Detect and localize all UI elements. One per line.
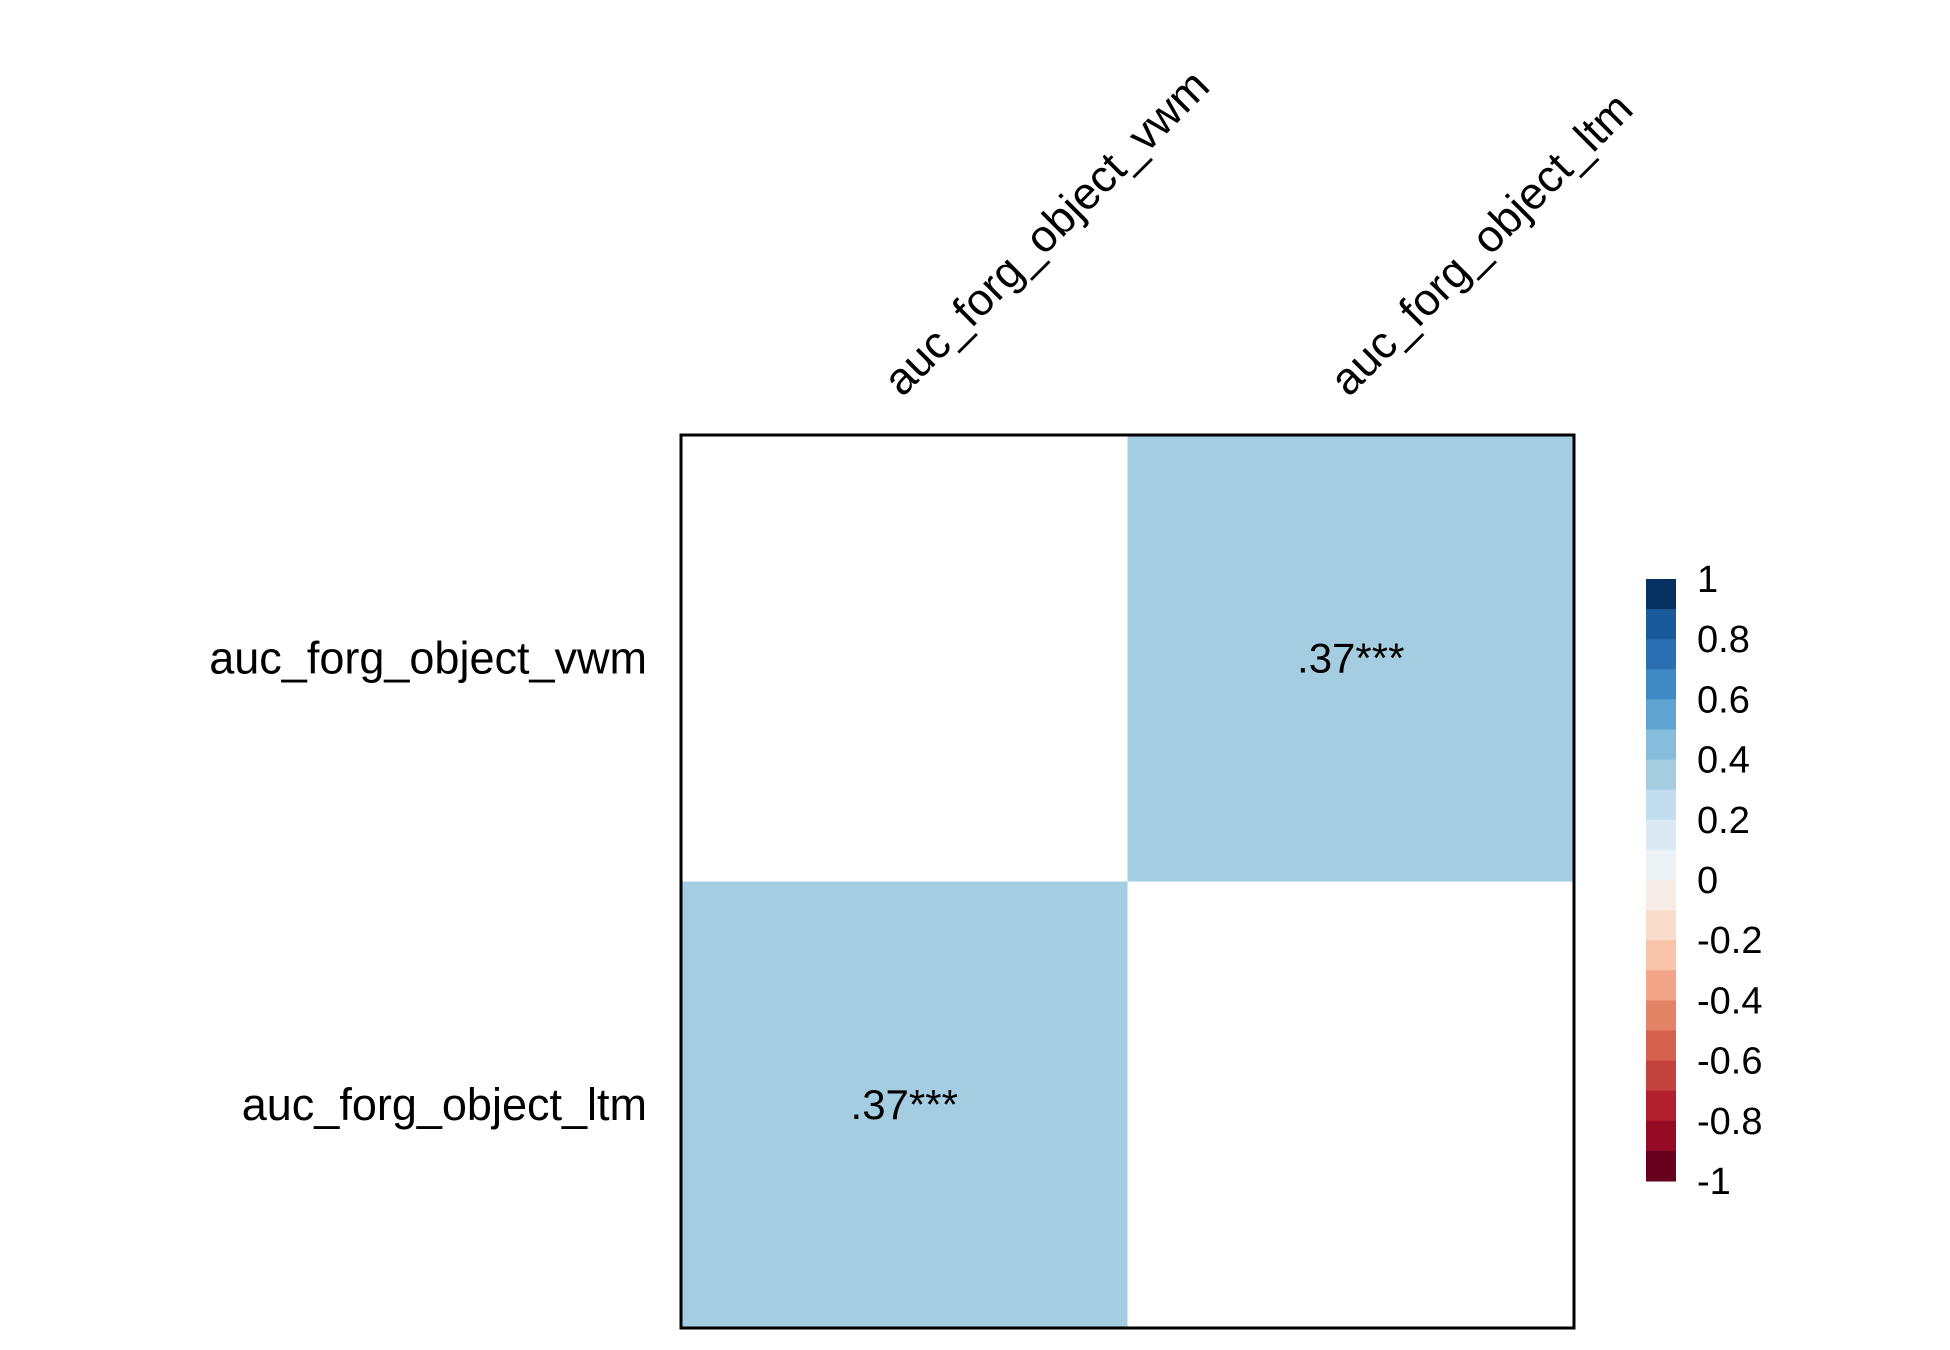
colorbar-segment xyxy=(1646,1000,1676,1031)
cell-value-label: .37*** xyxy=(851,1081,958,1128)
colorbar-tick-label: -1 xyxy=(1697,1161,1731,1203)
colorbar-segment xyxy=(1646,759,1676,791)
colorbar-tick-label: 0.6 xyxy=(1697,679,1750,721)
column-label: auc_forg_object_vwm xyxy=(873,59,1219,405)
colorbar-segment xyxy=(1646,910,1676,941)
heatmap-cells xyxy=(681,435,1574,1328)
colorbar-segment xyxy=(1646,669,1676,700)
colorbar-tick-labels: 1 0.8 0.6 0.4 0.2 0 -0.2 -0.4 -0.6 -0.8 -1 xyxy=(1697,559,1762,1203)
colorbar-segment xyxy=(1646,970,1676,1001)
colorbar-segment xyxy=(1646,639,1676,670)
heatmap-cell xyxy=(681,435,1128,882)
colorbar-segment xyxy=(1646,880,1676,911)
colorbar-segment xyxy=(1646,1060,1676,1092)
row-label: auc_forg_object_ltm xyxy=(242,1079,647,1130)
column-label: auc_forg_object_ltm xyxy=(1320,82,1643,405)
colorbar-tick-label: -0.8 xyxy=(1697,1101,1762,1143)
row-label: auc_forg_object_vwm xyxy=(209,632,647,683)
heatmap-cell xyxy=(681,881,1128,1328)
colorbar-segment xyxy=(1646,699,1676,730)
colorbar-segment xyxy=(1646,849,1676,881)
colorbar-tick-label: 0.8 xyxy=(1697,619,1750,661)
column-labels: auc_forg_object_vwm auc_forg_object_ltm xyxy=(873,59,1642,405)
row-labels: auc_forg_object_vwm auc_forg_object_ltm xyxy=(209,632,647,1130)
colorbar-segment xyxy=(1646,1150,1676,1182)
colorbar xyxy=(1646,579,1676,1182)
colorbar-tick-label: -0.2 xyxy=(1697,920,1762,962)
colorbar-segment xyxy=(1646,609,1676,640)
colorbar-segment xyxy=(1646,940,1676,971)
colorbar-segment xyxy=(1646,819,1676,851)
colorbar-tick-label: 0.2 xyxy=(1697,800,1750,842)
heatmap-cell xyxy=(1127,435,1574,882)
colorbar-tick-label: -0.6 xyxy=(1697,1041,1762,1083)
cell-value-label: .37*** xyxy=(1297,634,1404,681)
colorbar-segment xyxy=(1646,1090,1676,1122)
colorbar-segment xyxy=(1646,789,1676,821)
colorbar-tick-label: -0.4 xyxy=(1697,980,1762,1022)
plot-frame xyxy=(679,433,1576,1330)
colorbar-segment xyxy=(1646,579,1676,610)
colorbar-segment xyxy=(1646,1120,1676,1152)
colorbar-segment xyxy=(1646,1030,1676,1062)
colorbar-segment xyxy=(1646,729,1676,761)
colorbar-tick-label: 0 xyxy=(1697,860,1718,902)
heatmap-cell-labels: .37*** .37*** xyxy=(851,634,1405,1128)
heatmap-cell xyxy=(1127,881,1574,1328)
colorbar-tick-label: 0.4 xyxy=(1697,740,1750,782)
colorbar-tick-label: 1 xyxy=(1697,559,1718,601)
